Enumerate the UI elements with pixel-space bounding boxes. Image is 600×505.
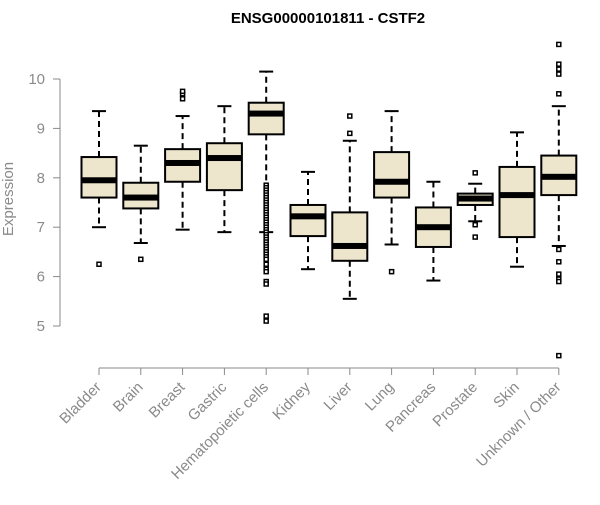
y-tick-label: 6 (37, 269, 45, 286)
outlier-point (472, 234, 478, 240)
box (331, 211, 369, 262)
outlier-point (263, 261, 269, 267)
y-tick-label: 10 (28, 71, 45, 88)
box-group (205, 105, 243, 234)
median-line (374, 178, 410, 185)
x-tick-label: Bladder (56, 379, 105, 428)
outlier-point (263, 281, 269, 287)
outlier-point (263, 318, 269, 324)
median-line (206, 155, 242, 162)
box-group (414, 180, 452, 282)
median-line (332, 242, 368, 249)
box-group (331, 113, 369, 300)
outlier-point (347, 113, 353, 119)
box-group (456, 170, 494, 240)
outlier-point (556, 259, 562, 265)
outlier-point (556, 66, 562, 72)
x-tick-label: Kidney (269, 378, 314, 423)
box-group (247, 70, 285, 324)
x-tick-label: Lung (362, 379, 398, 415)
median-line (499, 192, 535, 199)
median-line (81, 177, 117, 184)
outlier-point (556, 271, 562, 277)
box-group (540, 41, 578, 359)
box-group (164, 88, 202, 231)
x-tick-label: Brain (110, 379, 147, 416)
box-group (80, 110, 118, 267)
x-tick-label: Liver (321, 379, 356, 414)
outlier-point (556, 41, 562, 48)
plot-area (80, 41, 578, 359)
median-line (290, 213, 326, 220)
outlier-point (96, 261, 102, 267)
outlier-point (556, 278, 562, 285)
outlier-point (556, 91, 562, 97)
box (289, 203, 327, 238)
outlier-point (347, 130, 353, 137)
x-tick-label: Prostate (429, 379, 481, 431)
median-line (165, 159, 201, 166)
box-group (122, 144, 160, 263)
chart-title: ENSG00000101811 - CSTF2 (231, 10, 425, 27)
x-tick-label: Skin (490, 379, 523, 412)
outlier-point (472, 170, 478, 176)
outlier-point (138, 256, 144, 263)
box-group (373, 110, 411, 275)
box (205, 142, 243, 192)
outlier-point (263, 313, 269, 319)
outlier-point (556, 246, 562, 253)
y-tick-label: 5 (37, 318, 45, 335)
box-group (289, 170, 327, 271)
box-group (498, 131, 536, 268)
box (247, 101, 285, 136)
y-tick-label: 7 (37, 219, 45, 236)
outlier-point (556, 61, 562, 67)
box (373, 151, 411, 199)
outlier-point (179, 96, 186, 102)
y-axis: 5 6 7 8 9 10 (28, 71, 61, 335)
median-line (123, 194, 159, 201)
box (498, 165, 536, 239)
outlier-point (263, 268, 269, 275)
median-line (248, 110, 284, 117)
outlier-point (179, 88, 186, 95)
x-tick-label: Breast (146, 378, 189, 421)
outlier-point (556, 352, 562, 359)
outlier-point (556, 71, 562, 77)
median-line (541, 173, 577, 180)
outlier-point (472, 221, 478, 228)
median-line (415, 224, 451, 231)
outlier-point (263, 256, 269, 263)
outlier-point (388, 268, 395, 275)
median-line (457, 195, 493, 202)
y-tick-label: 8 (37, 170, 45, 187)
y-tick-label: 9 (37, 120, 45, 137)
y-axis-label: Expression (0, 162, 17, 236)
